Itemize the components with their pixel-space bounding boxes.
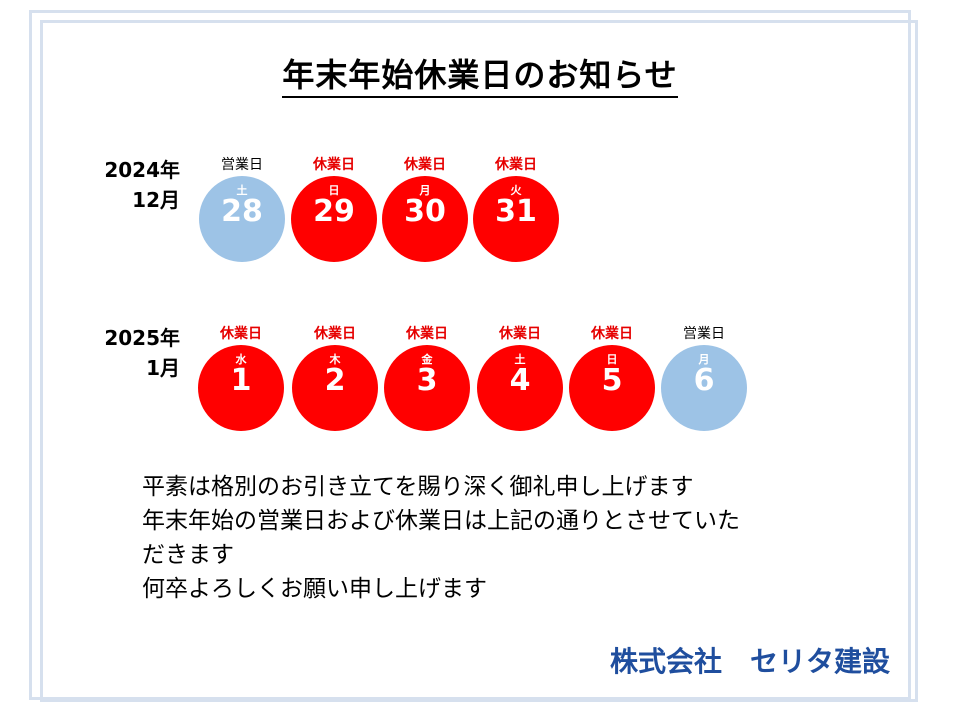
day-2025-01-04: 休業日 土 4 [477, 323, 563, 431]
outer-frame [29, 10, 911, 700]
page-title: 年末年始休業日のお知らせ [0, 50, 960, 98]
day-status: 休業日 [220, 326, 262, 342]
day-number: 1 [230, 363, 252, 398]
inner-frame [40, 20, 918, 702]
day-number: 3 [416, 363, 438, 398]
year-label-2025: 2025年 1月 [104, 326, 180, 380]
day-number: 4 [509, 363, 531, 398]
day-weekday: 木 [329, 353, 341, 366]
message-line: 年末年始の営業日および休業日は上記の通りとさせていた [142, 508, 740, 534]
day-weekday: 火 [510, 184, 522, 197]
day-weekday: 水 [235, 353, 247, 366]
day-circle: 金 3 [384, 345, 470, 431]
day-status: 休業日 [313, 157, 355, 173]
day-status: 休業日 [499, 326, 541, 342]
day-2024-12-28: 営業日 土 28 [199, 154, 285, 262]
day-weekday: 日 [328, 184, 340, 197]
day-circle: 日 5 [569, 345, 655, 431]
day-circle: 火 31 [473, 176, 559, 262]
day-number: 28 [221, 194, 263, 229]
day-2024-12-31: 休業日 火 31 [473, 154, 559, 262]
day-number: 6 [693, 363, 715, 398]
day-number: 30 [404, 194, 446, 229]
day-circle: 木 2 [292, 345, 378, 431]
day-weekday: 土 [514, 353, 526, 366]
day-weekday: 日 [606, 353, 618, 366]
day-status: 休業日 [495, 157, 537, 173]
company-name: 株式会社 セリタ建設 [609, 645, 890, 678]
day-circle: 水 1 [198, 345, 284, 431]
day-status: 営業日 [683, 326, 725, 342]
day-circle: 土 4 [477, 345, 563, 431]
day-2024-12-29: 休業日 日 29 [291, 154, 377, 262]
day-status: 休業日 [406, 326, 448, 342]
greeting-message: 平素は格別のお引き立てを賜り深く御礼申し上げます 年末年始の営業日および休業日は… [142, 470, 842, 606]
day-2025-01-05: 休業日 日 5 [569, 323, 655, 431]
year-label-2024: 2024年 12月 [104, 158, 180, 212]
day-status: 休業日 [314, 326, 356, 342]
day-weekday: 土 [236, 184, 248, 197]
day-2025-01-02: 休業日 木 2 [292, 323, 378, 431]
day-number: 2 [324, 363, 346, 398]
day-2025-01-06: 営業日 月 6 [661, 323, 747, 431]
day-2024-12-30: 休業日 月 30 [382, 154, 468, 262]
day-number: 31 [495, 194, 537, 229]
day-number: 29 [313, 194, 355, 229]
day-number: 5 [601, 363, 623, 398]
day-weekday: 月 [698, 353, 710, 366]
day-status: 休業日 [591, 326, 633, 342]
day-circle: 土 28 [199, 176, 285, 262]
message-line: だきます [142, 542, 234, 568]
day-2025-01-01: 休業日 水 1 [198, 323, 284, 431]
day-2025-01-03: 休業日 金 3 [384, 323, 470, 431]
message-line: 何卒よろしくお願い申し上げます [142, 576, 487, 602]
day-circle: 日 29 [291, 176, 377, 262]
day-weekday: 月 [419, 184, 431, 197]
message-line: 平素は格別のお引き立てを賜り深く御礼申し上げます [142, 474, 694, 500]
day-weekday: 金 [421, 353, 433, 366]
day-circle: 月 6 [661, 345, 747, 431]
day-status: 営業日 [221, 157, 263, 173]
day-circle: 月 30 [382, 176, 468, 262]
day-status: 休業日 [404, 157, 446, 173]
